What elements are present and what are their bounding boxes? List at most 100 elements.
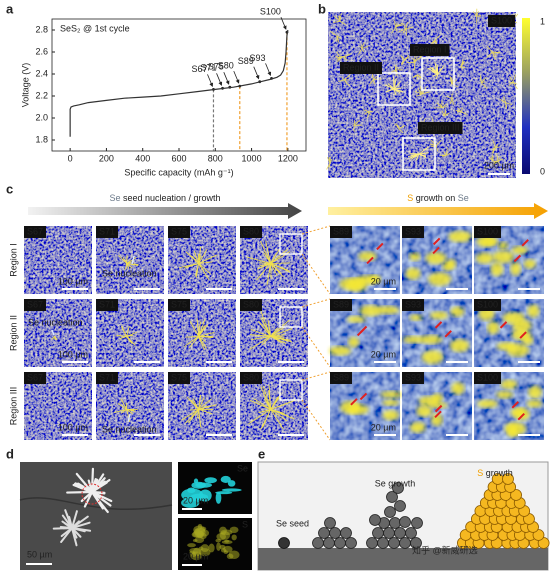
eds-signal bbox=[198, 489, 212, 502]
image-tile: S100 bbox=[474, 299, 544, 367]
crystal-branch bbox=[405, 26, 414, 30]
crystal-branch bbox=[189, 321, 200, 337]
crystal-branch bbox=[494, 144, 499, 148]
arrow-title-part: growth on bbox=[413, 193, 458, 203]
annotation-arrow bbox=[233, 70, 240, 84]
red-arrow bbox=[359, 325, 368, 334]
crystal-branch bbox=[113, 408, 128, 414]
crystal-branch bbox=[414, 55, 418, 63]
particle-blob bbox=[328, 346, 352, 356]
particle-blob bbox=[421, 350, 444, 364]
label-box bbox=[410, 44, 450, 56]
label-box bbox=[240, 372, 263, 384]
crystal-branch bbox=[476, 11, 479, 17]
annotation-arrow bbox=[51, 329, 55, 336]
image-tile: S80 bbox=[240, 372, 308, 440]
crystal-branch bbox=[343, 56, 348, 61]
crystal-branch bbox=[416, 74, 418, 80]
label-box bbox=[330, 372, 353, 384]
eds-signal bbox=[208, 543, 215, 553]
particle-blob bbox=[492, 250, 515, 264]
crystal-branch bbox=[270, 262, 282, 274]
annotation-arrow bbox=[207, 74, 214, 88]
zoom-connector bbox=[301, 371, 331, 381]
label-box bbox=[168, 226, 191, 238]
crystal-branch bbox=[434, 62, 439, 75]
crystal-branch bbox=[339, 56, 345, 58]
crystal-branch bbox=[405, 28, 408, 37]
crystal-branch bbox=[332, 20, 341, 24]
zoom-box bbox=[279, 379, 303, 401]
crystal-branch bbox=[119, 335, 128, 340]
crystal-branch bbox=[249, 400, 272, 410]
frame-label: S67 bbox=[27, 226, 43, 236]
image-tile: S93 bbox=[402, 226, 472, 294]
particle-blob bbox=[496, 390, 514, 399]
frame-label: S93 bbox=[405, 226, 421, 236]
crystal-branch bbox=[126, 262, 133, 269]
particle-blob bbox=[405, 267, 421, 280]
crystal-branch bbox=[492, 146, 496, 155]
frame-label: S67 bbox=[27, 299, 43, 309]
crystal-branch bbox=[249, 334, 272, 337]
plot-frame bbox=[51, 18, 307, 152]
crystal-branch bbox=[343, 54, 349, 57]
frame-label: S71 bbox=[99, 299, 115, 309]
particle-blob bbox=[431, 393, 444, 403]
particle-blob bbox=[430, 311, 449, 320]
x-axis-label: Specific capacity (mAh g⁻¹) bbox=[124, 167, 233, 177]
frame-label: S75 bbox=[171, 372, 187, 382]
particle bbox=[366, 537, 378, 549]
schematic: Se seed Se growth S growth 知乎 @新威研选 bbox=[257, 461, 550, 571]
crystal-branch bbox=[249, 335, 272, 350]
particle-blob bbox=[346, 315, 366, 323]
crystal-branch bbox=[262, 385, 272, 410]
crystal-branch bbox=[443, 112, 450, 117]
particle bbox=[388, 537, 400, 549]
red-arrow bbox=[359, 392, 368, 401]
arrow-title-part: Se bbox=[109, 193, 120, 203]
crystal-branch bbox=[434, 35, 440, 41]
stage-label-part: S bbox=[477, 468, 483, 478]
crystal-branch bbox=[394, 123, 400, 130]
crystal-branch bbox=[442, 154, 447, 158]
x-tick-label: 1000 bbox=[242, 153, 262, 163]
eds-signal bbox=[193, 478, 199, 484]
crystal-branch bbox=[258, 321, 272, 337]
panel-label: d bbox=[6, 446, 14, 461]
y-tick-label: 2.6 bbox=[35, 46, 48, 56]
crystal-branch bbox=[491, 51, 501, 54]
crystal-branch bbox=[412, 57, 415, 63]
particle-blob bbox=[451, 382, 465, 395]
crystal-branch bbox=[446, 95, 453, 99]
crystal-branch bbox=[435, 145, 439, 152]
crystal-branch bbox=[197, 408, 200, 419]
crystal-branch bbox=[503, 95, 507, 104]
scale-bar-label: 100 µm bbox=[58, 349, 88, 359]
crystal-branch bbox=[420, 86, 422, 95]
crystal-branch bbox=[369, 79, 374, 85]
crystal-branch bbox=[126, 262, 130, 269]
particle-blob bbox=[475, 252, 494, 264]
particle-blob bbox=[507, 424, 519, 438]
particle-blob bbox=[382, 410, 399, 421]
particle-blob bbox=[477, 399, 498, 408]
crystal-branch bbox=[437, 65, 444, 75]
image-tile: S75 bbox=[168, 372, 236, 440]
label-box bbox=[168, 372, 191, 384]
crystal-branch bbox=[267, 319, 272, 337]
crystal-branch bbox=[371, 74, 374, 80]
crystal-branch bbox=[339, 20, 346, 26]
crystal-branch bbox=[66, 490, 94, 494]
crystal-branch bbox=[270, 262, 272, 279]
eds-signal bbox=[228, 550, 240, 560]
crystal-branch bbox=[436, 102, 443, 109]
crystal-branch bbox=[71, 521, 91, 529]
panel-label: e bbox=[258, 446, 265, 461]
crystal-branch bbox=[508, 82, 514, 86]
crystal-branch bbox=[270, 327, 278, 337]
line-series bbox=[69, 29, 289, 137]
crystal-branch bbox=[497, 160, 501, 166]
particle-blob bbox=[382, 399, 400, 406]
sem-crack bbox=[19, 497, 173, 510]
